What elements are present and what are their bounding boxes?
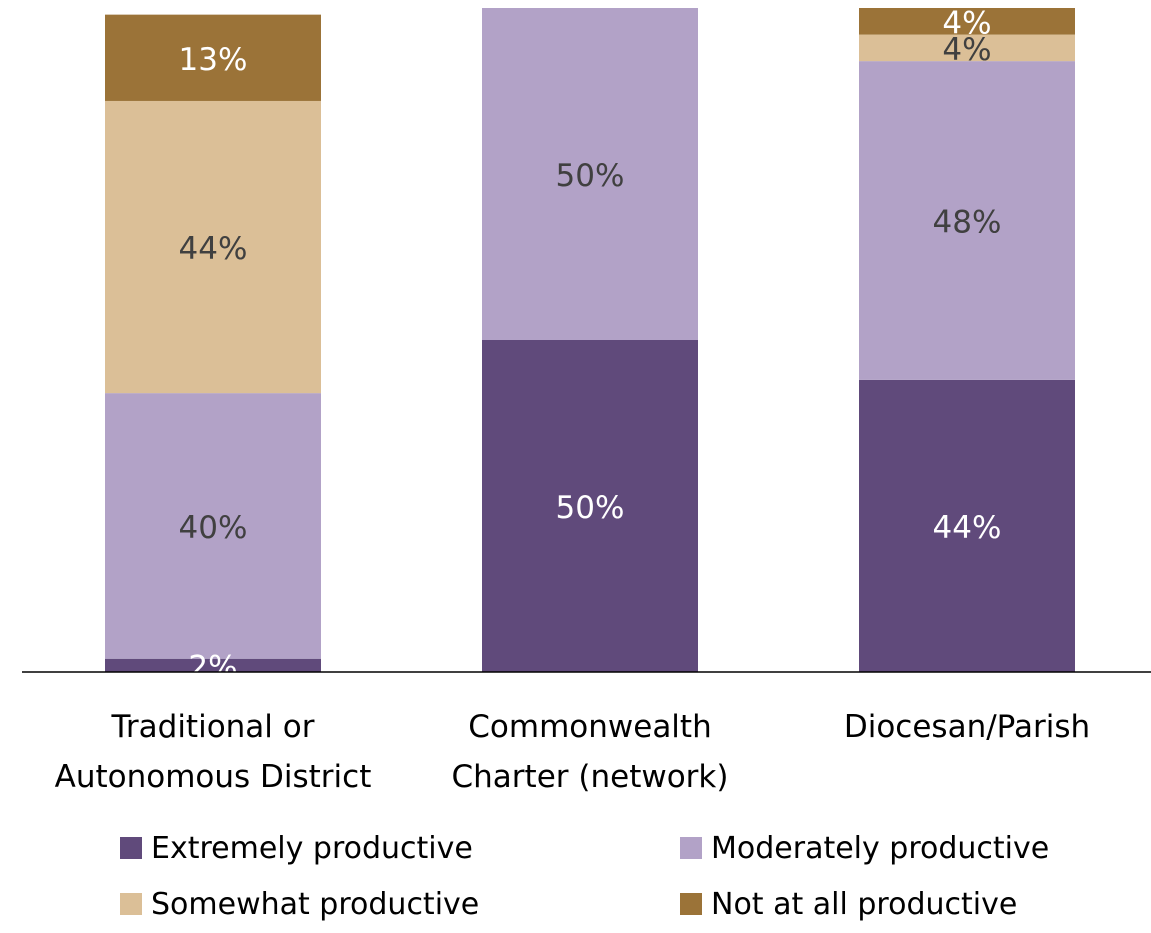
bar-segment-0-2	[105, 100, 321, 394]
category-label: Traditional or	[111, 709, 315, 745]
category-label: Commonwealth	[468, 709, 711, 745]
legend-swatch	[120, 837, 142, 859]
bar-segment-2-1	[859, 61, 1075, 380]
legend-label: Somewhat productive	[151, 887, 479, 922]
legend-swatch	[680, 893, 702, 915]
data-label: 2%	[188, 649, 237, 685]
data-labels-layer: 2% 40% 44% 13% 50% 50% 44% 48% 4%4%	[179, 5, 1002, 685]
category-label: Charter (network)	[452, 759, 729, 795]
category-labels-layer: Traditional or Autonomous District Commonw…	[55, 709, 1091, 795]
data-label: 50%	[556, 490, 625, 526]
bar-segment-2-3	[859, 8, 1075, 35]
data-label: 44%	[933, 510, 1002, 546]
data-label: 40%	[179, 510, 248, 546]
legend-label: Moderately productive	[711, 831, 1049, 866]
legend-label: Extremely productive	[151, 831, 473, 866]
bar-segment-2-2	[859, 34, 1075, 62]
bar-segment-1-0	[482, 340, 698, 672]
category-label: Autonomous District	[55, 759, 372, 795]
data-label: 13%	[179, 42, 248, 78]
legend-swatch	[680, 837, 702, 859]
bar-segment-0-1	[105, 393, 321, 659]
bar-segment-0-3	[105, 14, 321, 101]
data-label: 4%	[942, 32, 991, 68]
bar-segment-2-0	[859, 379, 1075, 672]
legend-label: Not at all productive	[711, 887, 1017, 922]
bars-layer	[105, 8, 1075, 672]
legend: Extremely productive Moderately productiv…	[120, 831, 1049, 922]
data-label: 4%	[942, 5, 991, 41]
data-label: 48%	[933, 204, 1002, 240]
data-label: 50%	[556, 158, 625, 194]
category-label: Diocesan/Parish	[844, 709, 1090, 745]
bar-segment-0-0	[105, 658, 321, 672]
legend-swatch	[120, 893, 142, 915]
bar-segment-1-1	[482, 8, 698, 340]
data-label: 44%	[179, 231, 248, 267]
